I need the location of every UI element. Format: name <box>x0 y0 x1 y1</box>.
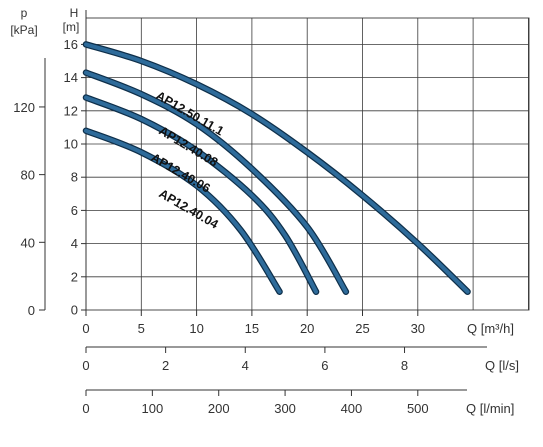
q-axis-tick-label: 4 <box>242 358 249 373</box>
q-axis-tick-label: 500 <box>407 401 429 416</box>
curve-ap12-50-11-1 <box>84 42 470 294</box>
p-axis-tick-label: 80 <box>21 168 35 183</box>
q-axis-tick-label: 10 <box>189 321 203 336</box>
q-axis-tick-label: 0 <box>82 358 89 373</box>
q-axis-tick-label: 20 <box>300 321 314 336</box>
curve-label: AP12.40.04 <box>157 186 221 231</box>
q-axis-tick-label: 2 <box>162 358 169 373</box>
h-axis-tick-label: 0 <box>71 303 78 318</box>
p-axis-label: p <box>21 6 28 20</box>
q-axis-tick-label: 0 <box>82 321 89 336</box>
h-axis-tick-label: 16 <box>64 37 78 52</box>
q-axis-tick-label: 0 <box>82 401 89 416</box>
h-axis-tick-label: 12 <box>64 103 78 118</box>
q-axis-tick-label: 300 <box>274 401 296 416</box>
q-axis-label: Q [m³/h] <box>467 321 514 336</box>
chart-grid <box>85 17 530 311</box>
curve-ap12-40-06 <box>84 95 319 294</box>
q-axis-tick-label: 200 <box>208 401 230 416</box>
curve-ap12-40-08 <box>84 70 348 294</box>
q-axis-label: Q [l/s] <box>485 358 519 373</box>
curve-outline <box>82 41 471 295</box>
q-axis-tick-label: 100 <box>142 401 164 416</box>
q-axis-tick-label: 8 <box>401 358 408 373</box>
h-axis-tick-label: 8 <box>71 170 78 185</box>
curve-ap12-40-04 <box>84 128 282 294</box>
p-axis-tick-label: 0 <box>28 303 35 318</box>
p-axis-tick-label: 120 <box>13 100 35 115</box>
p-axis-unit: [kPa] <box>10 23 37 37</box>
h-axis-tick-label: 14 <box>64 70 78 85</box>
h-axis-label: H <box>70 6 79 20</box>
chart-curves <box>82 41 471 295</box>
h-axis-tick-label: 10 <box>64 137 78 152</box>
h-axis-tick-label: 6 <box>71 203 78 218</box>
p-axis-tick-label: 40 <box>21 235 35 250</box>
q-axis-tick-label: 15 <box>245 321 259 336</box>
q-axis-tick-label: 400 <box>341 401 363 416</box>
q-axis-tick-label: 5 <box>138 321 145 336</box>
q-axis-tick-label: 25 <box>355 321 369 336</box>
q-axis-tick-label: 6 <box>321 358 328 373</box>
h-axis-tick-label: 2 <box>71 269 78 284</box>
h-axis-tick-label: 4 <box>71 236 78 251</box>
q-axis-label: Q [l/min] <box>466 401 514 416</box>
q-axis-tick-label: 30 <box>411 321 425 336</box>
h-axis-unit: [m] <box>63 20 80 34</box>
